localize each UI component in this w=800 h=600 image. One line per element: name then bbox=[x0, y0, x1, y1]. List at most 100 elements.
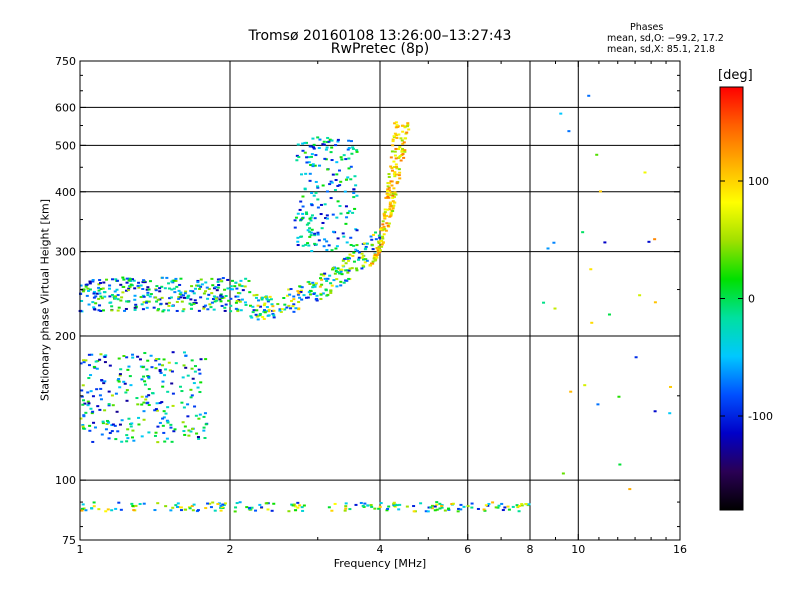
data-point bbox=[377, 234, 381, 237]
data-point bbox=[86, 404, 90, 407]
data-point bbox=[122, 355, 126, 358]
data-point bbox=[88, 429, 92, 432]
data-point bbox=[219, 294, 223, 297]
data-point bbox=[308, 145, 312, 148]
data-point bbox=[191, 290, 195, 293]
data-point bbox=[146, 294, 150, 297]
data-point bbox=[296, 501, 300, 504]
data-point bbox=[87, 353, 91, 356]
data-point bbox=[147, 377, 151, 380]
data-point bbox=[309, 155, 313, 158]
data-point bbox=[179, 291, 183, 294]
data-point bbox=[102, 382, 106, 385]
data-point bbox=[94, 295, 98, 298]
data-point bbox=[384, 229, 388, 232]
x-tick-label: 8 bbox=[527, 543, 534, 556]
data-point bbox=[88, 280, 92, 283]
data-point bbox=[387, 196, 391, 199]
data-point bbox=[301, 142, 305, 145]
data-point bbox=[308, 230, 312, 233]
data-point bbox=[307, 280, 311, 283]
chart-subtitle: RwPretec (8p) bbox=[330, 41, 430, 57]
data-point bbox=[647, 240, 651, 243]
data-point bbox=[297, 307, 301, 310]
y-tick-label: 200 bbox=[55, 330, 76, 343]
data-point bbox=[193, 287, 197, 290]
data-point bbox=[84, 411, 88, 414]
data-point bbox=[99, 398, 103, 401]
data-point bbox=[117, 501, 121, 504]
data-point bbox=[394, 193, 398, 196]
data-point bbox=[278, 309, 282, 312]
data-point bbox=[311, 165, 315, 168]
data-point bbox=[304, 243, 308, 246]
data-point bbox=[393, 505, 397, 508]
data-point bbox=[264, 296, 268, 299]
data-point bbox=[272, 316, 276, 319]
data-point bbox=[248, 508, 252, 511]
data-point bbox=[313, 234, 317, 237]
data-point bbox=[123, 309, 127, 312]
data-point bbox=[326, 277, 330, 280]
data-point bbox=[491, 501, 495, 504]
x-tick-label: 2 bbox=[227, 543, 234, 556]
data-point bbox=[302, 294, 306, 297]
data-point bbox=[142, 418, 146, 421]
data-point bbox=[456, 510, 460, 513]
data-point bbox=[196, 279, 200, 282]
data-point bbox=[308, 227, 312, 230]
data-point bbox=[167, 282, 171, 285]
data-point bbox=[204, 507, 208, 510]
data-point bbox=[386, 224, 390, 227]
data-point bbox=[323, 238, 327, 241]
data-point bbox=[476, 507, 480, 510]
data-point bbox=[340, 273, 344, 276]
data-point bbox=[511, 505, 515, 508]
data-point bbox=[320, 227, 324, 230]
data-point bbox=[82, 361, 86, 364]
data-point bbox=[308, 282, 312, 285]
data-point bbox=[125, 300, 129, 303]
data-point bbox=[389, 212, 393, 215]
data-point bbox=[141, 287, 145, 290]
data-point bbox=[313, 285, 317, 288]
data-point bbox=[197, 417, 201, 420]
data-point bbox=[218, 298, 222, 301]
data-point bbox=[310, 203, 314, 206]
data-point bbox=[186, 295, 190, 298]
data-point bbox=[189, 430, 193, 433]
data-point bbox=[159, 302, 163, 305]
data-point bbox=[503, 506, 507, 509]
data-point bbox=[590, 321, 594, 324]
data-point bbox=[319, 203, 323, 206]
data-point bbox=[378, 236, 382, 239]
data-point bbox=[335, 278, 339, 281]
data-point bbox=[183, 433, 187, 436]
data-point bbox=[132, 509, 136, 512]
data-point bbox=[280, 308, 284, 311]
data-point bbox=[339, 284, 343, 287]
data-point bbox=[287, 288, 291, 291]
data-point bbox=[360, 256, 364, 259]
data-point bbox=[379, 228, 383, 231]
data-point bbox=[206, 502, 210, 505]
data-point bbox=[587, 94, 591, 97]
data-point bbox=[388, 194, 392, 197]
data-point bbox=[294, 509, 298, 512]
data-point bbox=[136, 403, 140, 406]
data-point bbox=[643, 171, 647, 174]
data-point bbox=[154, 359, 158, 362]
data-point bbox=[311, 286, 315, 289]
x-tick-label: 1 bbox=[77, 543, 84, 556]
data-point bbox=[110, 430, 114, 433]
data-point bbox=[202, 429, 206, 432]
data-point bbox=[337, 169, 341, 172]
data-point bbox=[92, 292, 96, 295]
data-point bbox=[184, 290, 188, 293]
data-point bbox=[233, 285, 237, 288]
data-point bbox=[236, 310, 240, 313]
data-point bbox=[89, 374, 93, 377]
data-point bbox=[315, 299, 319, 302]
data-point bbox=[164, 368, 168, 371]
data-point bbox=[156, 309, 160, 312]
